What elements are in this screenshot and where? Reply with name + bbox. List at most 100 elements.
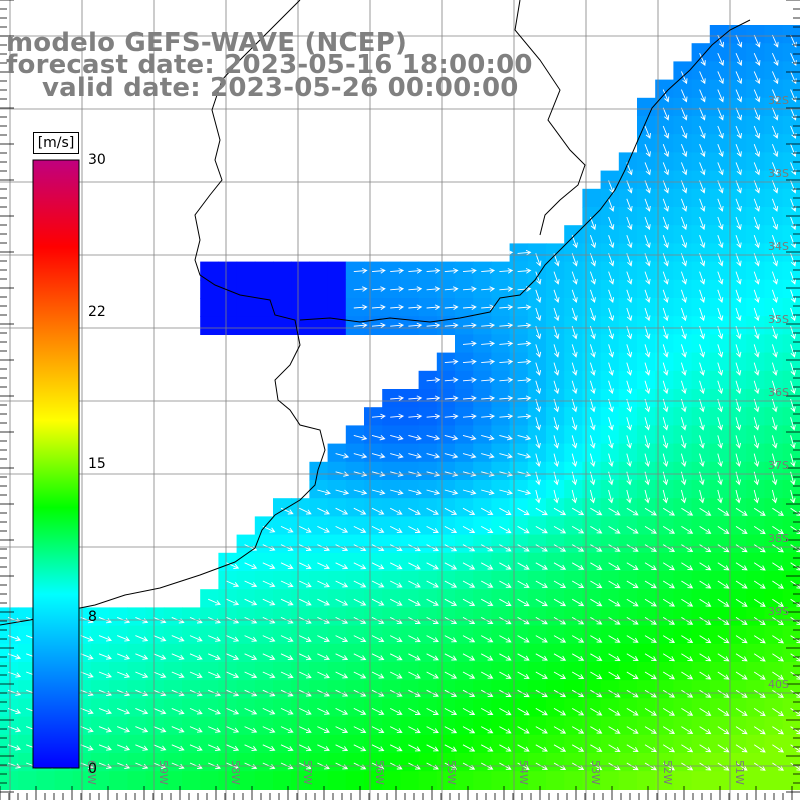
wind-cell [728,625,747,645]
wind-arrow [480,726,494,734]
wind-arrow [299,726,312,733]
wind-cell [382,298,401,317]
wind-arrow [680,89,688,103]
wind-arrow [662,417,669,431]
wind-arrow [444,708,458,716]
wind-cell [382,480,401,499]
wind-cell [291,607,310,627]
wind-arrow [353,304,368,310]
wind-arrow [317,507,330,515]
wind-cell [218,753,238,772]
wind-arrow [408,413,423,420]
wind-arrow [644,125,651,139]
wind-cell [782,225,800,244]
wind-cell [637,225,656,244]
wind-arrow [644,180,651,194]
wind-cell [746,316,765,335]
wind-arrow [517,744,530,752]
wind-arrow [426,489,441,495]
wind-cell [728,771,747,790]
wind-cell [564,625,583,645]
wind-arrow [681,617,694,625]
wind-arrow [644,289,651,303]
wind-cell [400,425,420,445]
wind-arrow [790,307,797,322]
wind-cell [382,662,401,681]
wind-cell [345,498,365,517]
wind-cell [709,589,729,608]
wind-cell [618,298,638,317]
wind-arrow [426,377,441,383]
wind-cell [728,152,747,172]
wind-cell [782,662,800,681]
wind-arrow [771,435,778,449]
wind-arrow [771,125,779,139]
wind-cell [582,334,602,354]
wind-cell [637,734,656,754]
wind-cell [436,571,456,590]
wind-arrow [299,562,312,570]
wind-arrow [717,689,730,698]
wind-arrow [699,653,712,662]
wind-cell [345,279,365,299]
wind-cell [709,680,729,699]
wind-arrow [499,744,512,752]
wind-cell [327,534,347,554]
wind-cell [564,389,583,408]
wind-cell [655,407,674,426]
wind-arrow [644,235,651,249]
wind-cell [109,643,128,663]
wind-cell [455,571,474,590]
wind-cell [127,698,147,718]
wind-cell [691,425,711,445]
wind-cell [91,643,110,663]
wind-cell [327,516,347,536]
wind-arrow [426,304,441,310]
wind-cell [637,753,656,772]
wind-cell [600,607,620,627]
wind-arrow [735,89,743,103]
wind-cell [109,680,128,699]
wind-cell [491,680,511,699]
wind-arrow [644,689,657,698]
wind-cell [400,607,420,627]
wind-arrow [426,635,439,643]
wind-cell [728,79,747,99]
wind-cell [291,298,310,317]
wind-arrow [717,71,724,85]
wind-arrow [499,471,513,477]
wind-cell [527,443,547,463]
wind-cell [400,698,420,718]
wind-cell [655,443,674,463]
wind-cell [218,643,238,663]
wind-cell [418,680,438,699]
wind-arrow [426,598,439,606]
wind-cell [637,352,656,372]
wind-arrow [680,198,688,212]
wind-arrow [717,671,730,680]
wind-cell [746,734,765,754]
wind-cell [546,753,565,772]
wind-arrow [553,653,567,661]
wind-cell [764,97,784,117]
wind-arrow [680,107,688,121]
wind-cell [546,279,565,299]
wind-cell [418,698,438,718]
wind-arrow [790,344,796,358]
wind-arrow [480,507,494,515]
wind-cell [473,589,492,608]
wind-arrow [681,526,694,534]
wind-arrow [571,507,585,516]
wind-cell [709,662,729,681]
wind-cell [254,298,274,317]
wind-cell [309,698,329,718]
wind-arrow [517,377,532,383]
wind-cell [655,152,674,172]
wind-cell [273,534,292,554]
wind-arrow [462,395,477,401]
wind-arrow [389,707,403,715]
wind-arrow [462,304,477,310]
longitude-label: 58W [229,760,242,785]
wind-cell [455,461,474,481]
